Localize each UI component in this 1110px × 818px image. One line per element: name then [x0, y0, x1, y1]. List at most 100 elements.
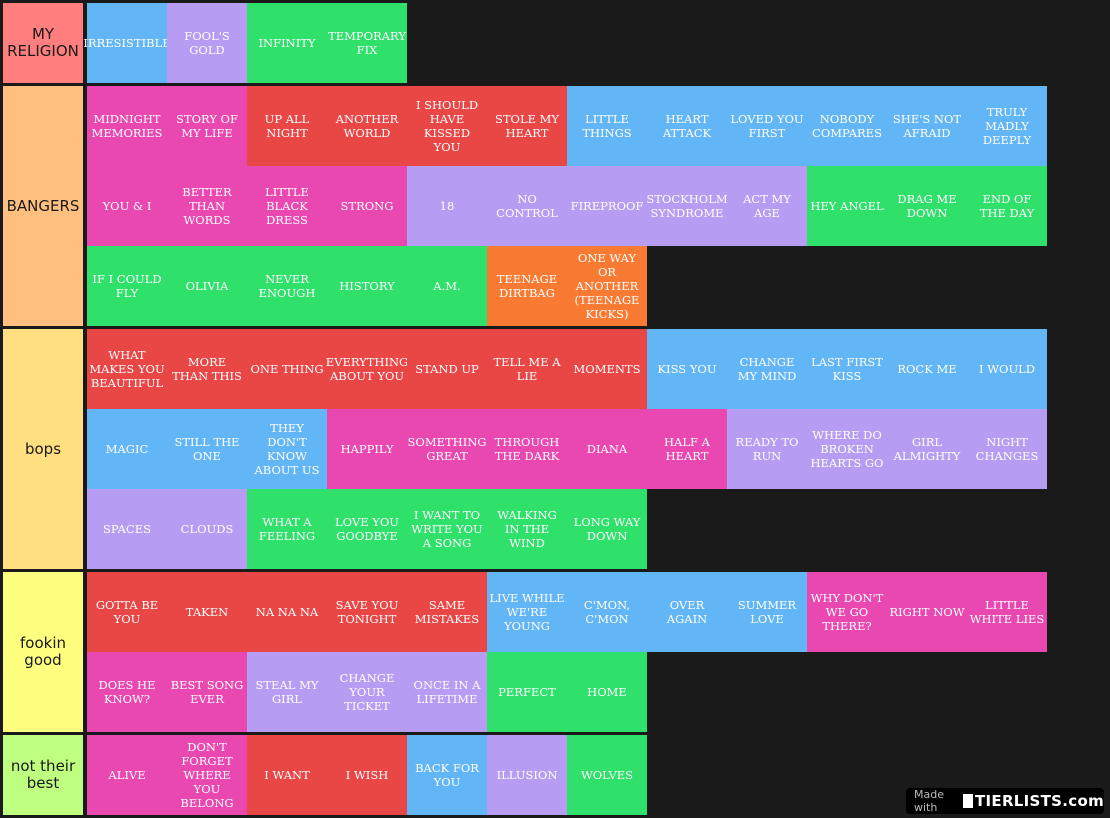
song-tile[interactable]: LOVE YOU GOODBYE — [327, 489, 407, 569]
tier-label[interactable]: fookin good — [3, 572, 83, 732]
song-tile[interactable]: FIREPROOF — [567, 166, 647, 246]
song-tile[interactable]: WOLVES — [567, 735, 647, 815]
song-tile[interactable]: DOES HE KNOW? — [87, 652, 167, 732]
song-tile[interactable]: INFINITY — [247, 3, 327, 83]
song-tile[interactable]: READY TO RUN — [727, 409, 807, 489]
song-tile[interactable]: STAND UP — [407, 329, 487, 409]
song-tile[interactable]: HEART ATTACK — [647, 86, 727, 166]
song-tile[interactable]: MORE THAN THIS — [167, 329, 247, 409]
song-tile[interactable]: SHE'S NOT AFRAID — [887, 86, 967, 166]
song-tile[interactable]: DRAG ME DOWN — [887, 166, 967, 246]
song-tile[interactable]: BETTER THAN WORDS — [167, 166, 247, 246]
song-tile[interactable]: CHANGE MY MIND — [727, 329, 807, 409]
song-tile[interactable]: FOOL'S GOLD — [167, 3, 247, 83]
song-tile[interactable]: YOU & I — [87, 166, 167, 246]
song-tile[interactable]: HAPPILY — [327, 409, 407, 489]
song-tile[interactable]: ONE THING — [247, 329, 327, 409]
song-tile[interactable]: TRULY MADLY DEEPLY — [967, 86, 1047, 166]
song-tile[interactable]: 18 — [407, 166, 487, 246]
song-tile[interactable]: WHY DON'T WE GO THERE? — [807, 572, 887, 652]
song-tile[interactable]: MOMENTS — [567, 329, 647, 409]
song-tile[interactable]: LITTLE BLACK DRESS — [247, 166, 327, 246]
song-tile[interactable]: NEVER ENOUGH — [247, 246, 327, 326]
song-tile[interactable]: KISS YOU — [647, 329, 727, 409]
song-tile[interactable]: LITTLE WHITE LIES — [967, 572, 1047, 652]
song-tile[interactable]: LAST FIRST KISS — [807, 329, 887, 409]
tier-items: MIDNIGHT MEMORIES STORY OF MY LIFE UP ALL … — [87, 86, 1047, 326]
song-tile[interactable]: I SHOULD HAVE KISSED YOU — [407, 86, 487, 166]
song-tile[interactable]: IRRESISTIBLE — [83, 3, 171, 83]
song-tile[interactable]: LITTLE THINGS — [567, 86, 647, 166]
song-tile[interactable]: I WANT TO WRITE YOU A SONG — [407, 489, 487, 569]
song-tile[interactable]: CHANGE YOUR TICKET — [327, 652, 407, 732]
song-tile[interactable]: C'MON, C'MON — [567, 572, 647, 652]
song-tile[interactable]: BACK FOR YOU — [407, 735, 487, 815]
song-tile[interactable]: A.M. — [407, 246, 487, 326]
song-tile[interactable]: ANOTHER WORLD — [327, 86, 407, 166]
song-tile[interactable]: THROUGH THE DARK — [487, 409, 567, 489]
song-tile[interactable]: NOBODY COMPARES — [807, 86, 887, 166]
song-tile[interactable]: HISTORY — [327, 246, 407, 326]
song-tile[interactable]: ONE WAY OR ANOTHER (TEENAGE KICKS) — [567, 246, 647, 326]
song-tile[interactable]: OLIVIA — [167, 246, 247, 326]
tier-label[interactable]: bops — [3, 329, 83, 569]
song-tile[interactable]: STOCKHOLM SYNDROME — [646, 166, 728, 246]
song-tile[interactable]: NO CONTROL — [487, 166, 567, 246]
song-tile[interactable]: DON'T FORGET WHERE YOU BELONG — [167, 735, 247, 815]
song-tile[interactable]: STILL THE ONE — [167, 409, 247, 489]
song-tile[interactable]: SAVE YOU TONIGHT — [327, 572, 407, 652]
song-tile[interactable]: SUMMER LOVE — [727, 572, 807, 652]
song-tile[interactable]: ALIVE — [87, 735, 167, 815]
song-tile[interactable]: MIDNIGHT MEMORIES — [87, 86, 167, 166]
song-tile[interactable]: UP ALL NIGHT — [247, 86, 327, 166]
song-tile[interactable]: GOTTA BE YOU — [87, 572, 167, 652]
song-tile[interactable]: WALKING IN THE WIND — [487, 489, 567, 569]
song-tile[interactable]: I WOULD — [967, 329, 1047, 409]
song-tile[interactable]: IF I COULD FLY — [87, 246, 167, 326]
song-tile[interactable]: OVER AGAIN — [647, 572, 727, 652]
tier-label[interactable]: BANGERS — [3, 86, 83, 326]
song-tile[interactable]: EVERYTHING ABOUT YOU — [326, 329, 408, 409]
tier-label[interactable]: not their best — [3, 735, 83, 815]
song-tile[interactable]: STEAL MY GIRL — [247, 652, 327, 732]
made-with-badge[interactable]: Made with TIERLISTS.com — [906, 788, 1104, 814]
tier-label[interactable]: MY RELIGION — [3, 3, 83, 83]
song-tile[interactable]: RIGHT NOW — [887, 572, 967, 652]
song-tile[interactable]: TELL ME A LIE — [487, 329, 567, 409]
song-tile[interactable]: ONCE IN A LIFETIME — [407, 652, 487, 732]
song-tile[interactable]: TAKEN — [167, 572, 247, 652]
song-tile[interactable]: LONG WAY DOWN — [567, 489, 647, 569]
song-tile[interactable]: CLOUDS — [167, 489, 247, 569]
song-tile[interactable]: I WANT — [247, 735, 327, 815]
song-tile[interactable]: ILLUSION — [487, 735, 567, 815]
song-tile[interactable]: I WISH — [327, 735, 407, 815]
song-tile[interactable]: MAGIC — [87, 409, 167, 489]
song-tile[interactable]: SOMETHING GREAT — [407, 409, 487, 489]
song-tile[interactable]: SPACES — [87, 489, 167, 569]
song-tile[interactable]: HEY ANGEL — [807, 166, 887, 246]
song-tile[interactable]: STRONG — [327, 166, 407, 246]
song-tile[interactable]: NA NA NA — [247, 572, 327, 652]
song-tile[interactable]: HALF A HEART — [647, 409, 727, 489]
tierlists-brand: TIERLISTS.com — [974, 792, 1104, 810]
song-tile[interactable]: LIVE WHILE WE'RE YOUNG — [487, 572, 567, 652]
song-tile[interactable]: TEMPORARY FIX — [327, 3, 407, 83]
song-tile[interactable]: ROCK ME — [887, 329, 967, 409]
song-tile[interactable]: THEY DON'T KNOW ABOUT US — [247, 409, 327, 489]
song-tile[interactable]: NIGHT CHANGES — [967, 409, 1047, 489]
song-tile[interactable]: TEENAGE DIRTBAG — [487, 246, 567, 326]
song-tile[interactable]: STOLE MY HEART — [487, 86, 567, 166]
song-tile[interactable]: WHAT A FEELING — [247, 489, 327, 569]
song-tile[interactable]: DIANA — [567, 409, 647, 489]
song-tile[interactable]: BEST SONG EVER — [167, 652, 247, 732]
song-tile[interactable]: WHAT MAKES YOU BEAUTIFUL — [87, 329, 167, 409]
song-tile[interactable]: SAME MISTAKES — [407, 572, 487, 652]
song-tile[interactable]: ACT MY AGE — [727, 166, 807, 246]
song-tile[interactable]: LOVED YOU FIRST — [727, 86, 807, 166]
song-tile[interactable]: PERFECT — [487, 652, 567, 732]
song-tile[interactable]: END OF THE DAY — [967, 166, 1047, 246]
song-tile[interactable]: WHERE DO BROKEN HEARTS GO — [807, 409, 887, 489]
song-tile[interactable]: HOME — [567, 652, 647, 732]
song-tile[interactable]: GIRL ALMIGHTY — [887, 409, 967, 489]
song-tile[interactable]: STORY OF MY LIFE — [167, 86, 247, 166]
